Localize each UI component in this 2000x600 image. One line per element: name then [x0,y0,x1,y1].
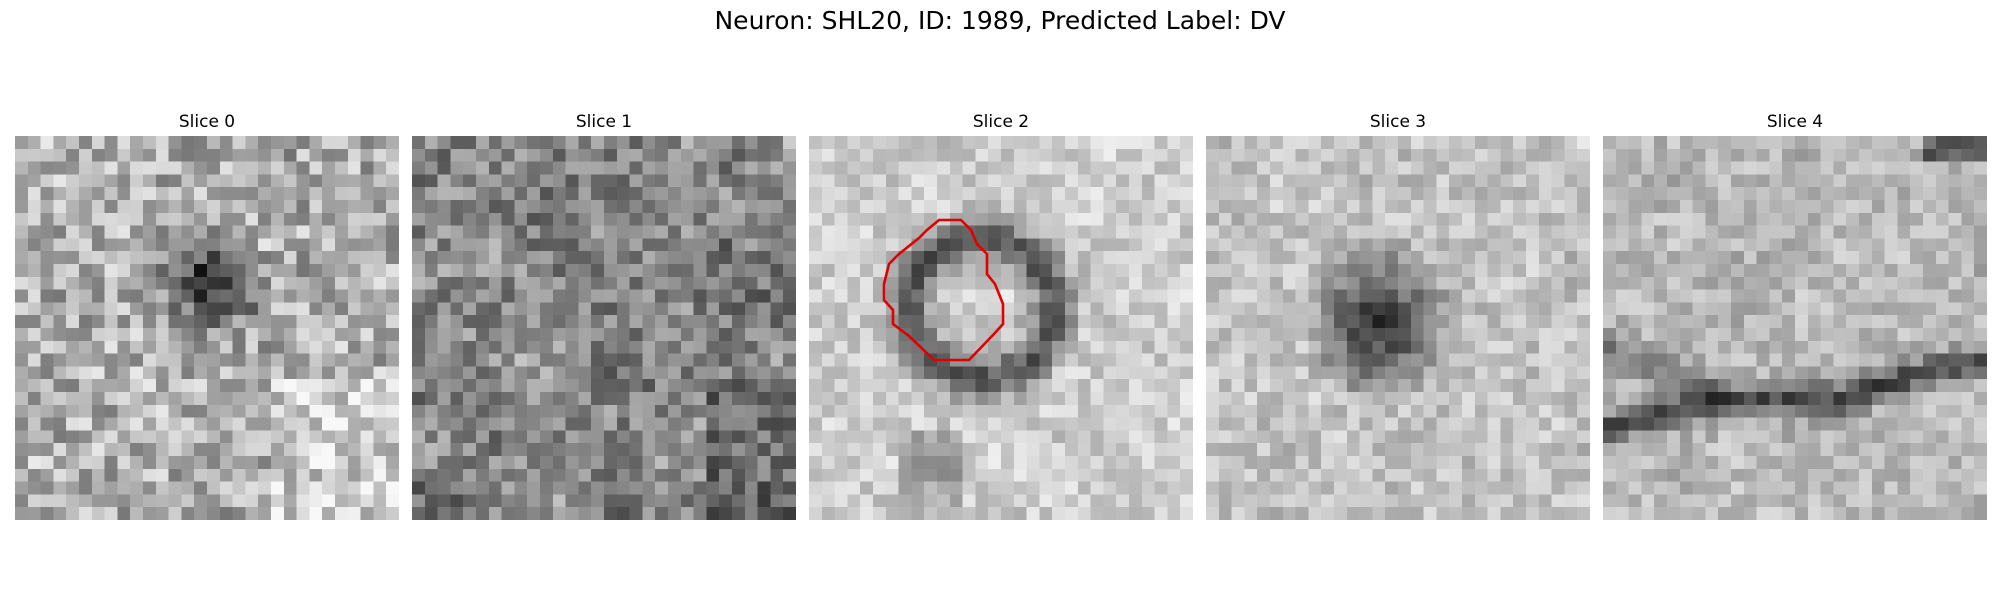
slice-title: Slice 0 [178,112,236,132]
slice-panel-2: Slice 2 [809,108,1193,520]
slice-image [15,136,399,520]
figure-title: Neuron: SHL20, ID: 1989, Predicted Label… [714,6,1286,35]
slice-title: Slice 2 [972,112,1030,132]
slice-panel-3: Slice 3 [1206,108,1590,520]
slice-panel-0: Slice 0 [15,108,399,520]
slice-image [412,136,796,520]
slice-title: Slice 1 [575,112,633,132]
slice-panel-4: Slice 4 [1603,108,1987,520]
slice-panel-1: Slice 1 [412,108,796,520]
slice-image [1206,136,1590,520]
slice-image [809,136,1193,520]
slice-title: Slice 4 [1766,112,1824,132]
slice-image [1603,136,1987,520]
slice-title: Slice 3 [1369,112,1427,132]
